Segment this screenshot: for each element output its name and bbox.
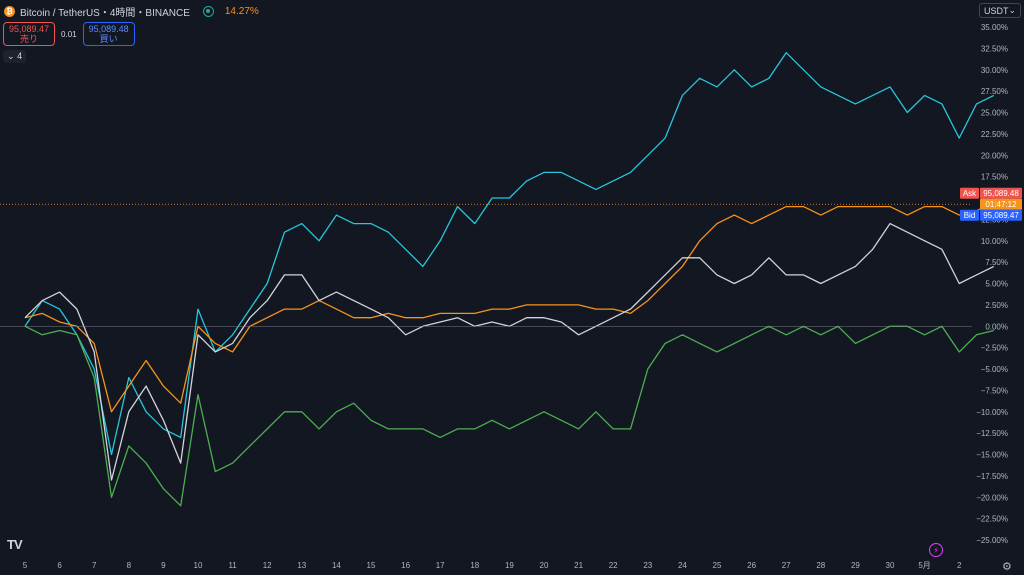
gear-icon[interactable]: ⚙ [1002,561,1012,573]
y-tick-label: −7.50% [981,386,1008,395]
svg-text:Ask: Ask [963,189,977,198]
y-tick-label: −17.50% [976,472,1008,481]
collapse-indicators-button[interactable]: ⌄ 4 [3,50,27,63]
x-tick-label: 2 [957,561,962,570]
x-tick-label: 28 [816,561,825,570]
svg-text:01:47:12: 01:47:12 [985,200,1017,209]
change-percent: 14.27% [224,5,259,17]
currency-select[interactable]: USDT ⌄ [979,3,1021,18]
x-tick-label: 30 [886,561,895,570]
y-tick-label: −2.50% [981,344,1008,353]
bid-price-tag: Bid 95,089.47 [960,209,1022,221]
y-tick-label: 0.00% [985,322,1008,331]
x-tick-label: 11 [228,561,237,570]
x-tick-label: 7 [92,561,97,570]
x-tick-label: 5 [23,561,28,570]
sell-button[interactable]: 95,089.47 売り [3,22,56,46]
x-tick-label: 12 [263,561,272,570]
ask-price-tag: Ask 95,089.48 [960,187,1022,199]
y-tick-label: −15.00% [976,451,1008,460]
y-tick-label: 7.50% [985,258,1008,267]
x-tick-label: 27 [782,561,791,570]
series-line-2[interactable] [24,201,995,413]
y-tick-label: −12.50% [976,429,1008,438]
symbol-title[interactable]: Bitcoin / TetherUS・4時間・BINANCE [20,7,190,19]
bitcoin-icon: ₿ [4,5,15,17]
svg-text:Bid: Bid [964,211,976,220]
x-tick-label: 29 [851,561,860,570]
sell-label: 売り [20,34,39,44]
series-line-3[interactable] [24,222,995,481]
y-tick-label: 2.50% [985,301,1008,310]
y-tick-label: 10.00% [981,237,1008,246]
y-tick-label: 22.50% [981,130,1008,139]
x-tick-label: 26 [747,561,756,570]
live-dot-icon [202,5,214,17]
x-tick-label: 25 [713,561,722,570]
countdown-tag: 01:47:12 [980,198,1022,210]
y-tick-label: −20.00% [976,493,1008,502]
currency-label: USDT [984,5,1009,16]
x-tick-label: 24 [678,561,687,570]
x-tick-label: 10 [194,561,203,570]
svg-text:95,089.47: 95,089.47 [983,211,1019,220]
tradingview-logo[interactable]: TV [7,537,23,552]
x-tick-label: 19 [505,561,514,570]
x-tick-label: 15 [367,561,376,570]
y-tick-label: 27.50% [981,87,1008,96]
x-tick-label: 20 [540,561,549,570]
y-tick-label: 5.00% [985,280,1008,289]
spread-value: 0.01 [61,29,77,39]
x-tick-label: 8 [127,561,132,570]
trade-buttons: 95,089.47 売り 0.01 95,089.48 買い [3,22,135,46]
x-tick-label: 21 [574,561,583,570]
indicator-count: 4 [17,51,23,61]
y-tick-label: 32.50% [981,44,1008,53]
y-tick-label: −25.00% [976,536,1008,545]
x-tick-label: 13 [297,561,306,570]
y-tick-label: 30.00% [981,66,1008,75]
x-tick-label: 18 [470,561,479,570]
x-tick-label: 14 [332,561,341,570]
y-tick-label: −5.00% [981,365,1008,374]
x-tick-label: 6 [57,561,62,570]
y-tick-label: 35.00% [981,23,1008,32]
buy-button[interactable]: 95,089.48 買い [82,22,135,46]
x-tick-label: 22 [609,561,618,570]
y-tick-label: 20.00% [981,151,1008,160]
x-tick-label: 16 [401,561,410,570]
chevron-down-icon: ⌄ [7,51,15,61]
y-tick-label: −10.00% [976,408,1008,417]
svg-text:95,089.48: 95,089.48 [983,189,1019,198]
symbol-header[interactable]: ₿ Bitcoin / TetherUS・4時間・BINANCE 14.27% [4,4,259,19]
x-tick-label: 17 [436,561,445,570]
x-tick-label: 23 [643,561,652,570]
chevron-down-icon: ⌄ [1008,5,1017,15]
x-tick-label: 9 [161,561,166,570]
y-tick-label: −22.50% [976,515,1008,524]
series-line-1[interactable] [24,52,995,456]
buy-label: 買い [99,34,118,44]
sell-price: 95,089.47 [9,24,50,34]
x-tick-label: 5月 [918,561,930,570]
series-line-4[interactable] [24,325,994,507]
y-tick-label: 25.00% [981,109,1008,118]
y-tick-label: 17.50% [981,173,1008,182]
buy-price: 95,089.48 [88,24,129,34]
lightning-icon[interactable]: ⚡ [929,543,943,557]
